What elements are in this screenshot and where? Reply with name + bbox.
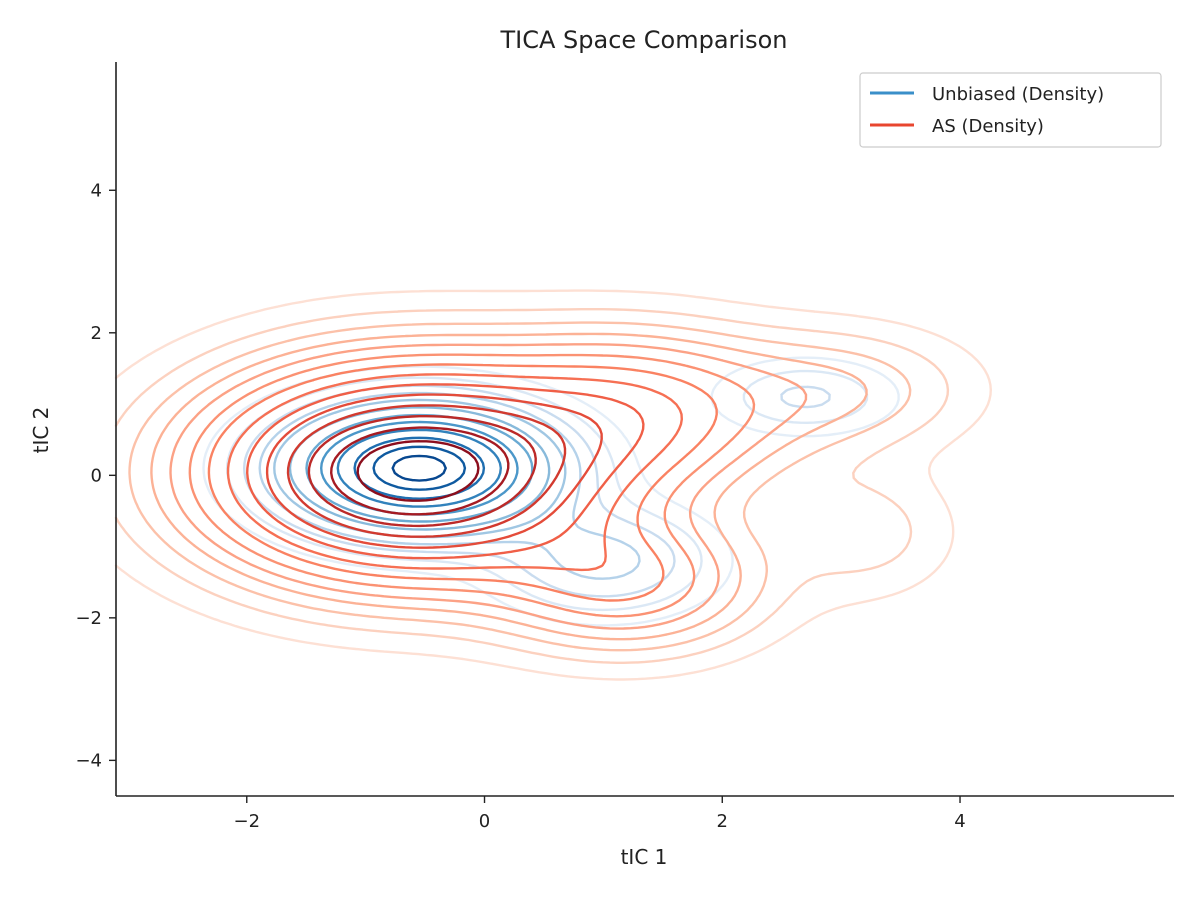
y-axis-title: tIC 2 (29, 407, 53, 454)
contour-line (114, 289, 992, 681)
y-tick-label: 2 (91, 323, 102, 344)
contour-line (307, 415, 537, 528)
contour-line (288, 406, 551, 531)
contour-layer (114, 289, 992, 681)
contour-line (128, 321, 912, 652)
legend-label-as: AS (Density) (932, 116, 1044, 137)
contour-line (286, 404, 567, 538)
chart-title: TICA Space Comparison (499, 26, 787, 54)
contour-line (336, 428, 502, 508)
series-as-contours (114, 289, 992, 681)
contour-line (150, 332, 868, 641)
contour-line (258, 391, 641, 580)
legend-label-unbiased: Unbiased (Density) (932, 84, 1104, 105)
legend-frame (859, 72, 1162, 148)
tick-layer: −2 0 2 4 −4 −2 0 2 4 (75, 180, 965, 832)
contour-line (372, 445, 467, 491)
contour-line (207, 363, 718, 602)
x-tick-label: 4 (954, 811, 965, 832)
x-axis-title: tIC 1 (621, 845, 668, 869)
y-tick-label: 4 (91, 180, 102, 201)
x-tick-label: 2 (717, 811, 728, 832)
x-tick-label: −2 (233, 811, 260, 832)
contour-line (273, 398, 567, 539)
contour-line (226, 373, 683, 572)
contour-line (265, 393, 603, 549)
x-tick-label: 0 (479, 811, 490, 832)
contour-line (330, 426, 510, 516)
y-tick-label: −4 (75, 750, 102, 771)
contour-line (391, 454, 447, 482)
contour-line (356, 440, 480, 502)
legend: Unbiased (Density) AS (Density) (859, 72, 1162, 148)
contour-line (188, 353, 756, 618)
contour-line (114, 308, 950, 664)
contour-line (169, 343, 808, 630)
y-tick-label: −2 (75, 608, 102, 629)
contour-line (246, 383, 645, 560)
y-tick-label: 0 (91, 465, 102, 486)
